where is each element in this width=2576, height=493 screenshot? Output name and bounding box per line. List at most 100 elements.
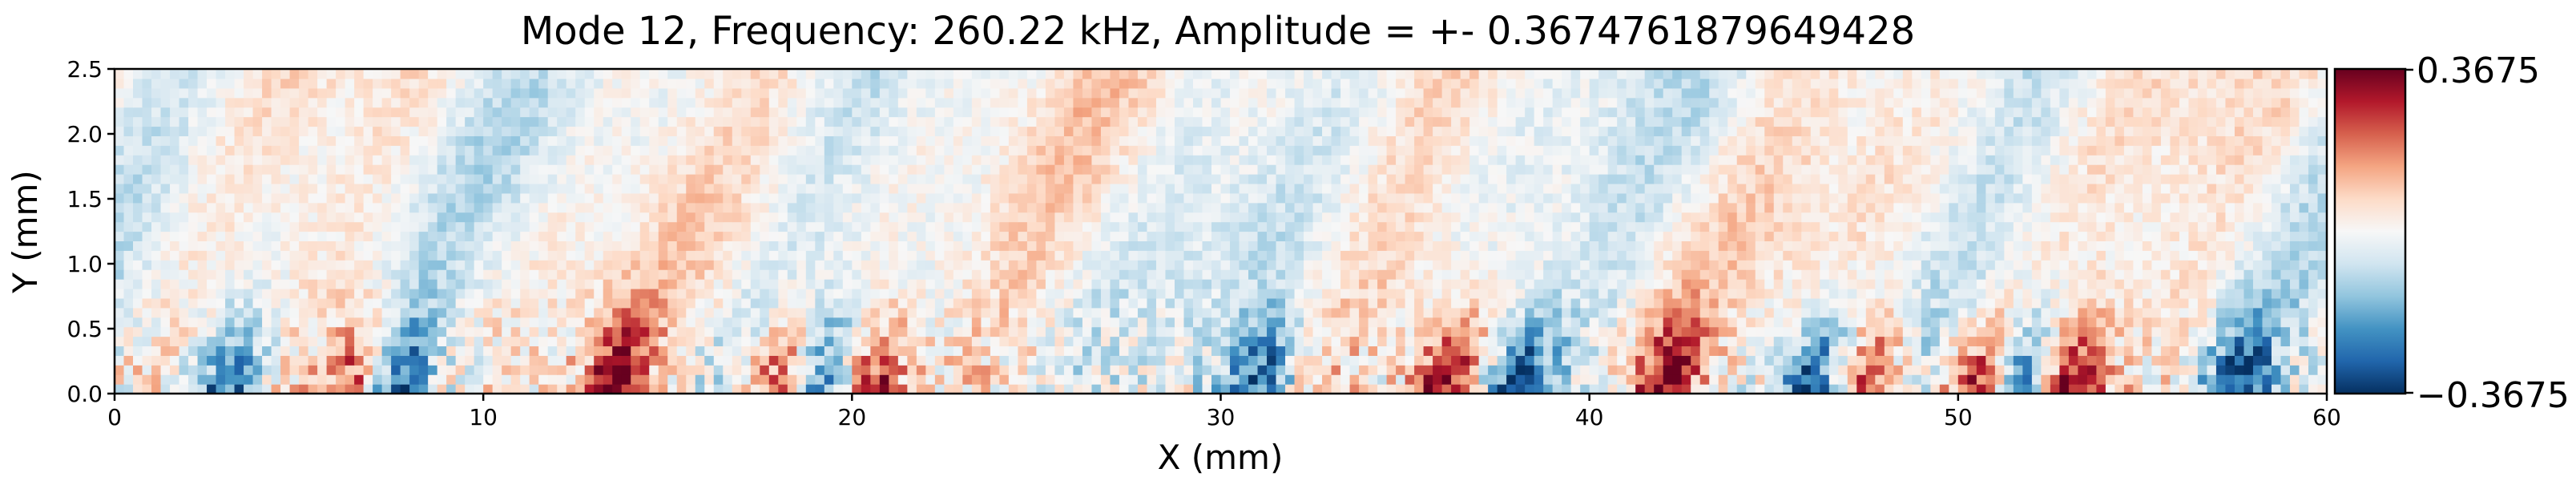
heatmap-cell	[861, 192, 871, 204]
heatmap-cell	[2086, 355, 2097, 366]
heatmap-cell	[1562, 317, 1572, 328]
heatmap-cell	[409, 288, 420, 299]
heatmap-cell	[336, 212, 346, 223]
heatmap-cell	[502, 192, 512, 204]
heatmap-cell	[151, 279, 162, 289]
heatmap-cell	[510, 384, 521, 394]
heatmap-cell	[1949, 202, 1959, 213]
heatmap-cell	[2031, 307, 2042, 318]
heatmap-cell	[2022, 212, 2033, 223]
heatmap-cell	[1137, 307, 1148, 318]
heatmap-cell	[575, 231, 586, 242]
heatmap-cell	[1451, 365, 1461, 375]
heatmap-cell	[1736, 346, 1747, 356]
heatmap-cell	[971, 336, 982, 347]
heatmap-cell	[317, 307, 328, 318]
heatmap-cell	[474, 202, 484, 213]
heatmap-cell	[151, 269, 162, 280]
heatmap-cell	[133, 384, 143, 394]
heatmap-cell	[621, 192, 631, 204]
heatmap-cell	[538, 336, 549, 347]
heatmap-cell	[345, 221, 355, 232]
heatmap-cell	[1589, 297, 1599, 309]
heatmap-cell	[1322, 269, 1332, 280]
heatmap-cell	[584, 269, 595, 280]
heatmap-cell	[2252, 326, 2264, 337]
heatmap-cell	[529, 250, 539, 261]
heatmap-cell	[1414, 317, 1425, 328]
heatmap-cell	[1331, 212, 1341, 223]
heatmap-cell	[529, 202, 539, 213]
heatmap-cell	[1433, 365, 1443, 375]
heatmap-cell	[2050, 374, 2060, 385]
heatmap-cell	[1939, 231, 1949, 242]
heatmap-cell	[207, 240, 217, 251]
heatmap-cell	[1183, 212, 1194, 223]
heatmap-cell	[2308, 279, 2319, 289]
heatmap-cell	[879, 346, 889, 356]
heatmap-cell	[1396, 250, 1406, 261]
heatmap-cell	[1856, 384, 1867, 394]
heatmap-cell	[1359, 307, 1369, 318]
heatmap-cell	[391, 288, 401, 299]
heatmap-cell	[815, 212, 825, 223]
heatmap-cell	[1267, 326, 1277, 337]
heatmap-cell	[345, 279, 355, 289]
heatmap-cell	[584, 384, 595, 394]
heatmap-cell	[400, 365, 410, 375]
heatmap-cell	[1460, 231, 1470, 242]
heatmap-cell	[1100, 279, 1111, 289]
heatmap-cell	[1875, 260, 1885, 270]
heatmap-cell	[649, 250, 659, 261]
heatmap-cell	[584, 221, 595, 232]
heatmap-cell	[2280, 250, 2291, 261]
heatmap-cell	[1257, 317, 1268, 328]
heatmap-cell	[944, 365, 954, 375]
heatmap-cell	[621, 384, 631, 394]
heatmap-cell	[1939, 384, 1949, 394]
heatmap-cell	[953, 250, 963, 261]
heatmap-cell	[1681, 279, 1691, 289]
heatmap-cell	[123, 346, 134, 356]
heatmap-cell	[2096, 288, 2106, 299]
heatmap-cell	[897, 288, 908, 299]
heatmap-cell	[2133, 240, 2143, 251]
heatmap-cell	[115, 384, 125, 394]
heatmap-cell	[2252, 202, 2264, 213]
heatmap-cell	[953, 279, 963, 289]
heatmap-cell	[1294, 231, 1304, 242]
heatmap-cell	[170, 374, 180, 385]
heatmap-cell	[2271, 346, 2282, 356]
heatmap-cell	[446, 317, 457, 328]
heatmap-cell	[1709, 250, 1719, 261]
heatmap-cell	[400, 326, 410, 337]
heatmap-cell	[252, 212, 263, 223]
heatmap-cell	[2299, 346, 2309, 356]
heatmap-cell	[2123, 307, 2135, 318]
heatmap-cell	[2105, 250, 2115, 261]
heatmap-cell	[179, 240, 189, 251]
heatmap-cell	[1810, 307, 1820, 318]
heatmap-cell	[953, 202, 963, 213]
heatmap-cell	[1488, 279, 1498, 289]
heatmap-cell	[934, 355, 945, 366]
heatmap-cell	[1451, 326, 1461, 337]
heatmap-cell	[1230, 279, 1240, 289]
heatmap-cell	[631, 192, 641, 204]
heatmap-cell	[1681, 202, 1691, 213]
heatmap-cell	[1773, 355, 1784, 366]
heatmap-cell	[1396, 326, 1406, 337]
heatmap-cell	[1174, 288, 1185, 299]
heatmap-cell	[289, 269, 300, 280]
heatmap-cell	[1248, 365, 1259, 375]
heatmap-cell	[557, 250, 567, 261]
heatmap-cell	[2308, 317, 2319, 328]
heatmap-cell	[1884, 212, 1894, 223]
heatmap-cell	[1736, 221, 1747, 232]
heatmap-cell	[391, 297, 401, 309]
heatmap-cell	[1654, 326, 1664, 337]
heatmap-cell	[833, 250, 844, 261]
heatmap-cell	[1478, 384, 1489, 394]
heatmap-cell	[483, 374, 494, 385]
heatmap-cell	[1727, 297, 1738, 309]
